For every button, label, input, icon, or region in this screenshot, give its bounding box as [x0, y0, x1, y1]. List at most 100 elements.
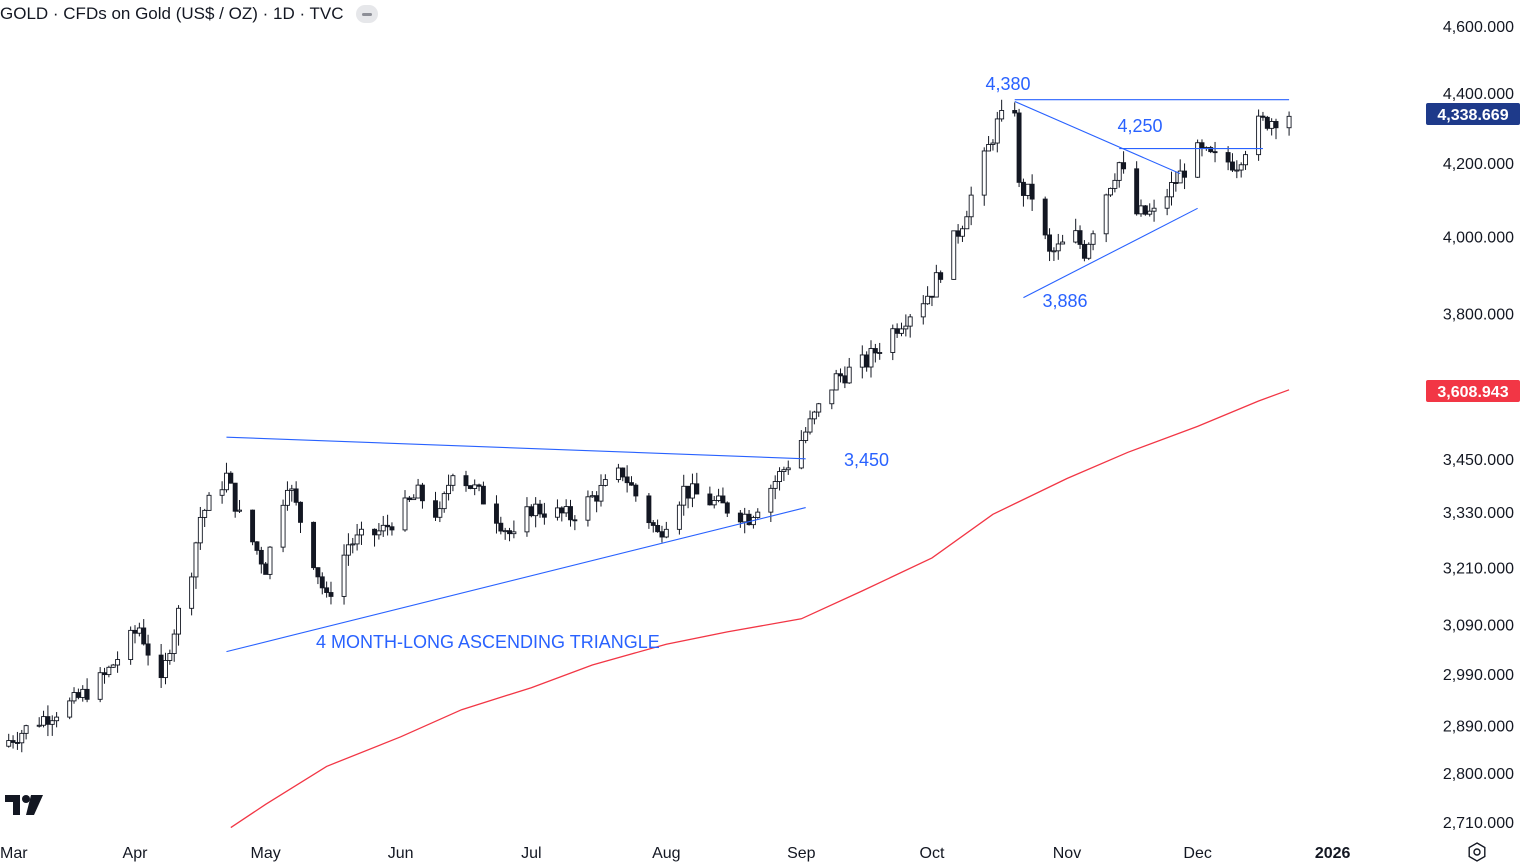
candle-body: [707, 493, 713, 506]
candle-body: [676, 504, 682, 530]
candle: [737, 510, 743, 528]
candle: [189, 572, 195, 616]
candle-body: [472, 484, 478, 489]
candle-body: [80, 688, 86, 698]
trendline-resistance: [226, 436, 806, 460]
candle-body: [589, 495, 595, 498]
candle-body: [925, 295, 931, 305]
candle-body: [920, 303, 926, 318]
candle: [267, 546, 273, 580]
candle: [1060, 234, 1066, 245]
candle: [541, 502, 547, 525]
candle-body: [45, 716, 51, 725]
candle-body: [324, 587, 330, 593]
candle: [1234, 160, 1240, 179]
candle: [507, 527, 512, 542]
candle-body: [1077, 230, 1083, 245]
candle: [1173, 172, 1179, 192]
candle: [102, 667, 107, 684]
candle-body: [293, 488, 299, 503]
candle-body: [1060, 241, 1066, 245]
candle: [724, 501, 730, 518]
candle: [785, 460, 791, 475]
candle: [960, 225, 965, 242]
candle-body: [938, 272, 944, 280]
candle: [450, 473, 456, 492]
candle: [1182, 163, 1188, 190]
candle: [772, 475, 778, 500]
candle-body: [964, 216, 970, 230]
candle: [359, 521, 364, 545]
candle: [685, 485, 691, 509]
symbol-title[interactable]: GOLD · CFDs on Gold (US$ / OZ) · 1D · TV…: [0, 4, 344, 23]
candle: [1264, 115, 1270, 131]
candle: [563, 499, 569, 517]
candlestick-series: [6, 99, 1292, 753]
candle: [1199, 139, 1205, 157]
candle: [1151, 199, 1157, 222]
price-tick-label: 4,400.000: [1443, 86, 1514, 103]
candle-body: [1016, 112, 1022, 183]
candle: [1147, 203, 1153, 217]
candle-body: [167, 653, 173, 661]
minus-icon[interactable]: [355, 5, 378, 23]
candle-body: [1086, 243, 1092, 259]
candle-body: [328, 592, 334, 597]
candle-body: [406, 497, 412, 501]
candle-body: [84, 688, 90, 700]
candle-body: [572, 519, 578, 522]
candle-body: [624, 476, 630, 484]
candle-body: [999, 110, 1005, 120]
candle-body: [97, 672, 103, 700]
candle-body: [1260, 115, 1266, 118]
candle-body: [868, 348, 874, 368]
candle-body: [476, 484, 482, 487]
candle: [1112, 173, 1118, 193]
candle-body: [106, 666, 112, 676]
candle: [36, 717, 42, 728]
candle: [41, 710, 46, 728]
candle-body: [768, 487, 774, 513]
candle-body: [298, 501, 303, 523]
symbol-header[interactable]: GOLD · CFDs on Gold (US$ / OZ) · 1D · TV…: [0, 3, 378, 25]
candle-body: [559, 507, 565, 514]
candle-body: [894, 328, 900, 334]
candle-body: [986, 144, 992, 152]
candle-body: [968, 194, 974, 218]
candle-body: [202, 509, 208, 518]
candle-body: [441, 493, 447, 510]
candle-body: [1134, 168, 1140, 215]
candle-body: [319, 576, 325, 589]
candle-body: [141, 627, 147, 645]
candle-body: [838, 373, 843, 377]
tradingview-logo-icon[interactable]: [5, 795, 43, 820]
candle-body: [511, 531, 517, 535]
candle: [202, 508, 208, 528]
candle: [629, 476, 634, 486]
candle: [554, 499, 560, 521]
price-tick-label: 2,990.000: [1443, 667, 1514, 684]
candle: [437, 501, 443, 523]
candle: [158, 643, 164, 688]
candle: [45, 705, 51, 737]
candle: [1260, 111, 1266, 121]
candle-body: [1169, 182, 1174, 198]
candle: [232, 482, 238, 518]
gear-icon[interactable]: [1466, 841, 1488, 868]
candle-body: [228, 472, 234, 484]
candle-body: [193, 542, 199, 578]
candle: [206, 492, 212, 511]
candle: [872, 343, 878, 363]
candle: [633, 483, 639, 502]
candle-body: [6, 740, 12, 747]
candle: [846, 357, 852, 384]
candle-body: [189, 576, 195, 609]
candle-body: [54, 716, 60, 722]
candle-body: [467, 485, 473, 489]
time-tick-label: Apr: [123, 845, 149, 862]
candle: [568, 499, 573, 527]
trendline-drawings[interactable]: [226, 99, 1290, 653]
candle: [533, 497, 539, 528]
candle: [894, 323, 900, 338]
